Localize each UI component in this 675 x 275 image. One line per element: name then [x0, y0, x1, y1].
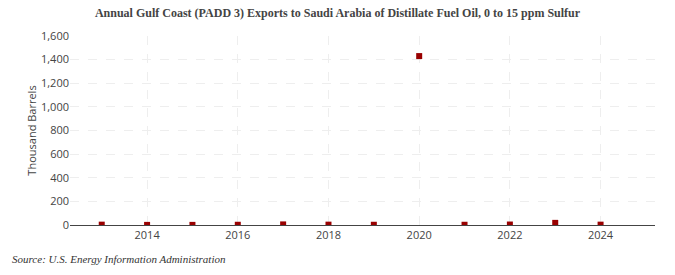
svg-text:1,400: 1,400	[41, 51, 69, 66]
svg-text:2016: 2016	[225, 227, 250, 242]
svg-text:2022: 2022	[497, 227, 522, 242]
svg-text:1,600: 1,600	[41, 28, 69, 43]
svg-text:600: 600	[50, 146, 69, 161]
svg-text:400: 400	[50, 170, 69, 185]
svg-text:2020: 2020	[407, 227, 432, 242]
svg-text:2014: 2014	[135, 227, 161, 242]
svg-text:1,000: 1,000	[41, 99, 69, 114]
svg-text:1,200: 1,200	[41, 75, 69, 90]
svg-text:Source: U.S. Energy Informatio: Source: U.S. Energy Information Administ…	[12, 253, 226, 265]
svg-text:800: 800	[50, 122, 69, 137]
svg-text:2018: 2018	[316, 227, 341, 242]
svg-text:Thousand Barrels: Thousand Barrels	[24, 85, 39, 175]
svg-text:2024: 2024	[588, 227, 614, 242]
svg-text:Annual Gulf Coast (PADD 3) Exp: Annual Gulf Coast (PADD 3) Exports to Sa…	[95, 6, 581, 20]
svg-text:200: 200	[50, 193, 69, 208]
svg-text:0: 0	[63, 217, 69, 232]
